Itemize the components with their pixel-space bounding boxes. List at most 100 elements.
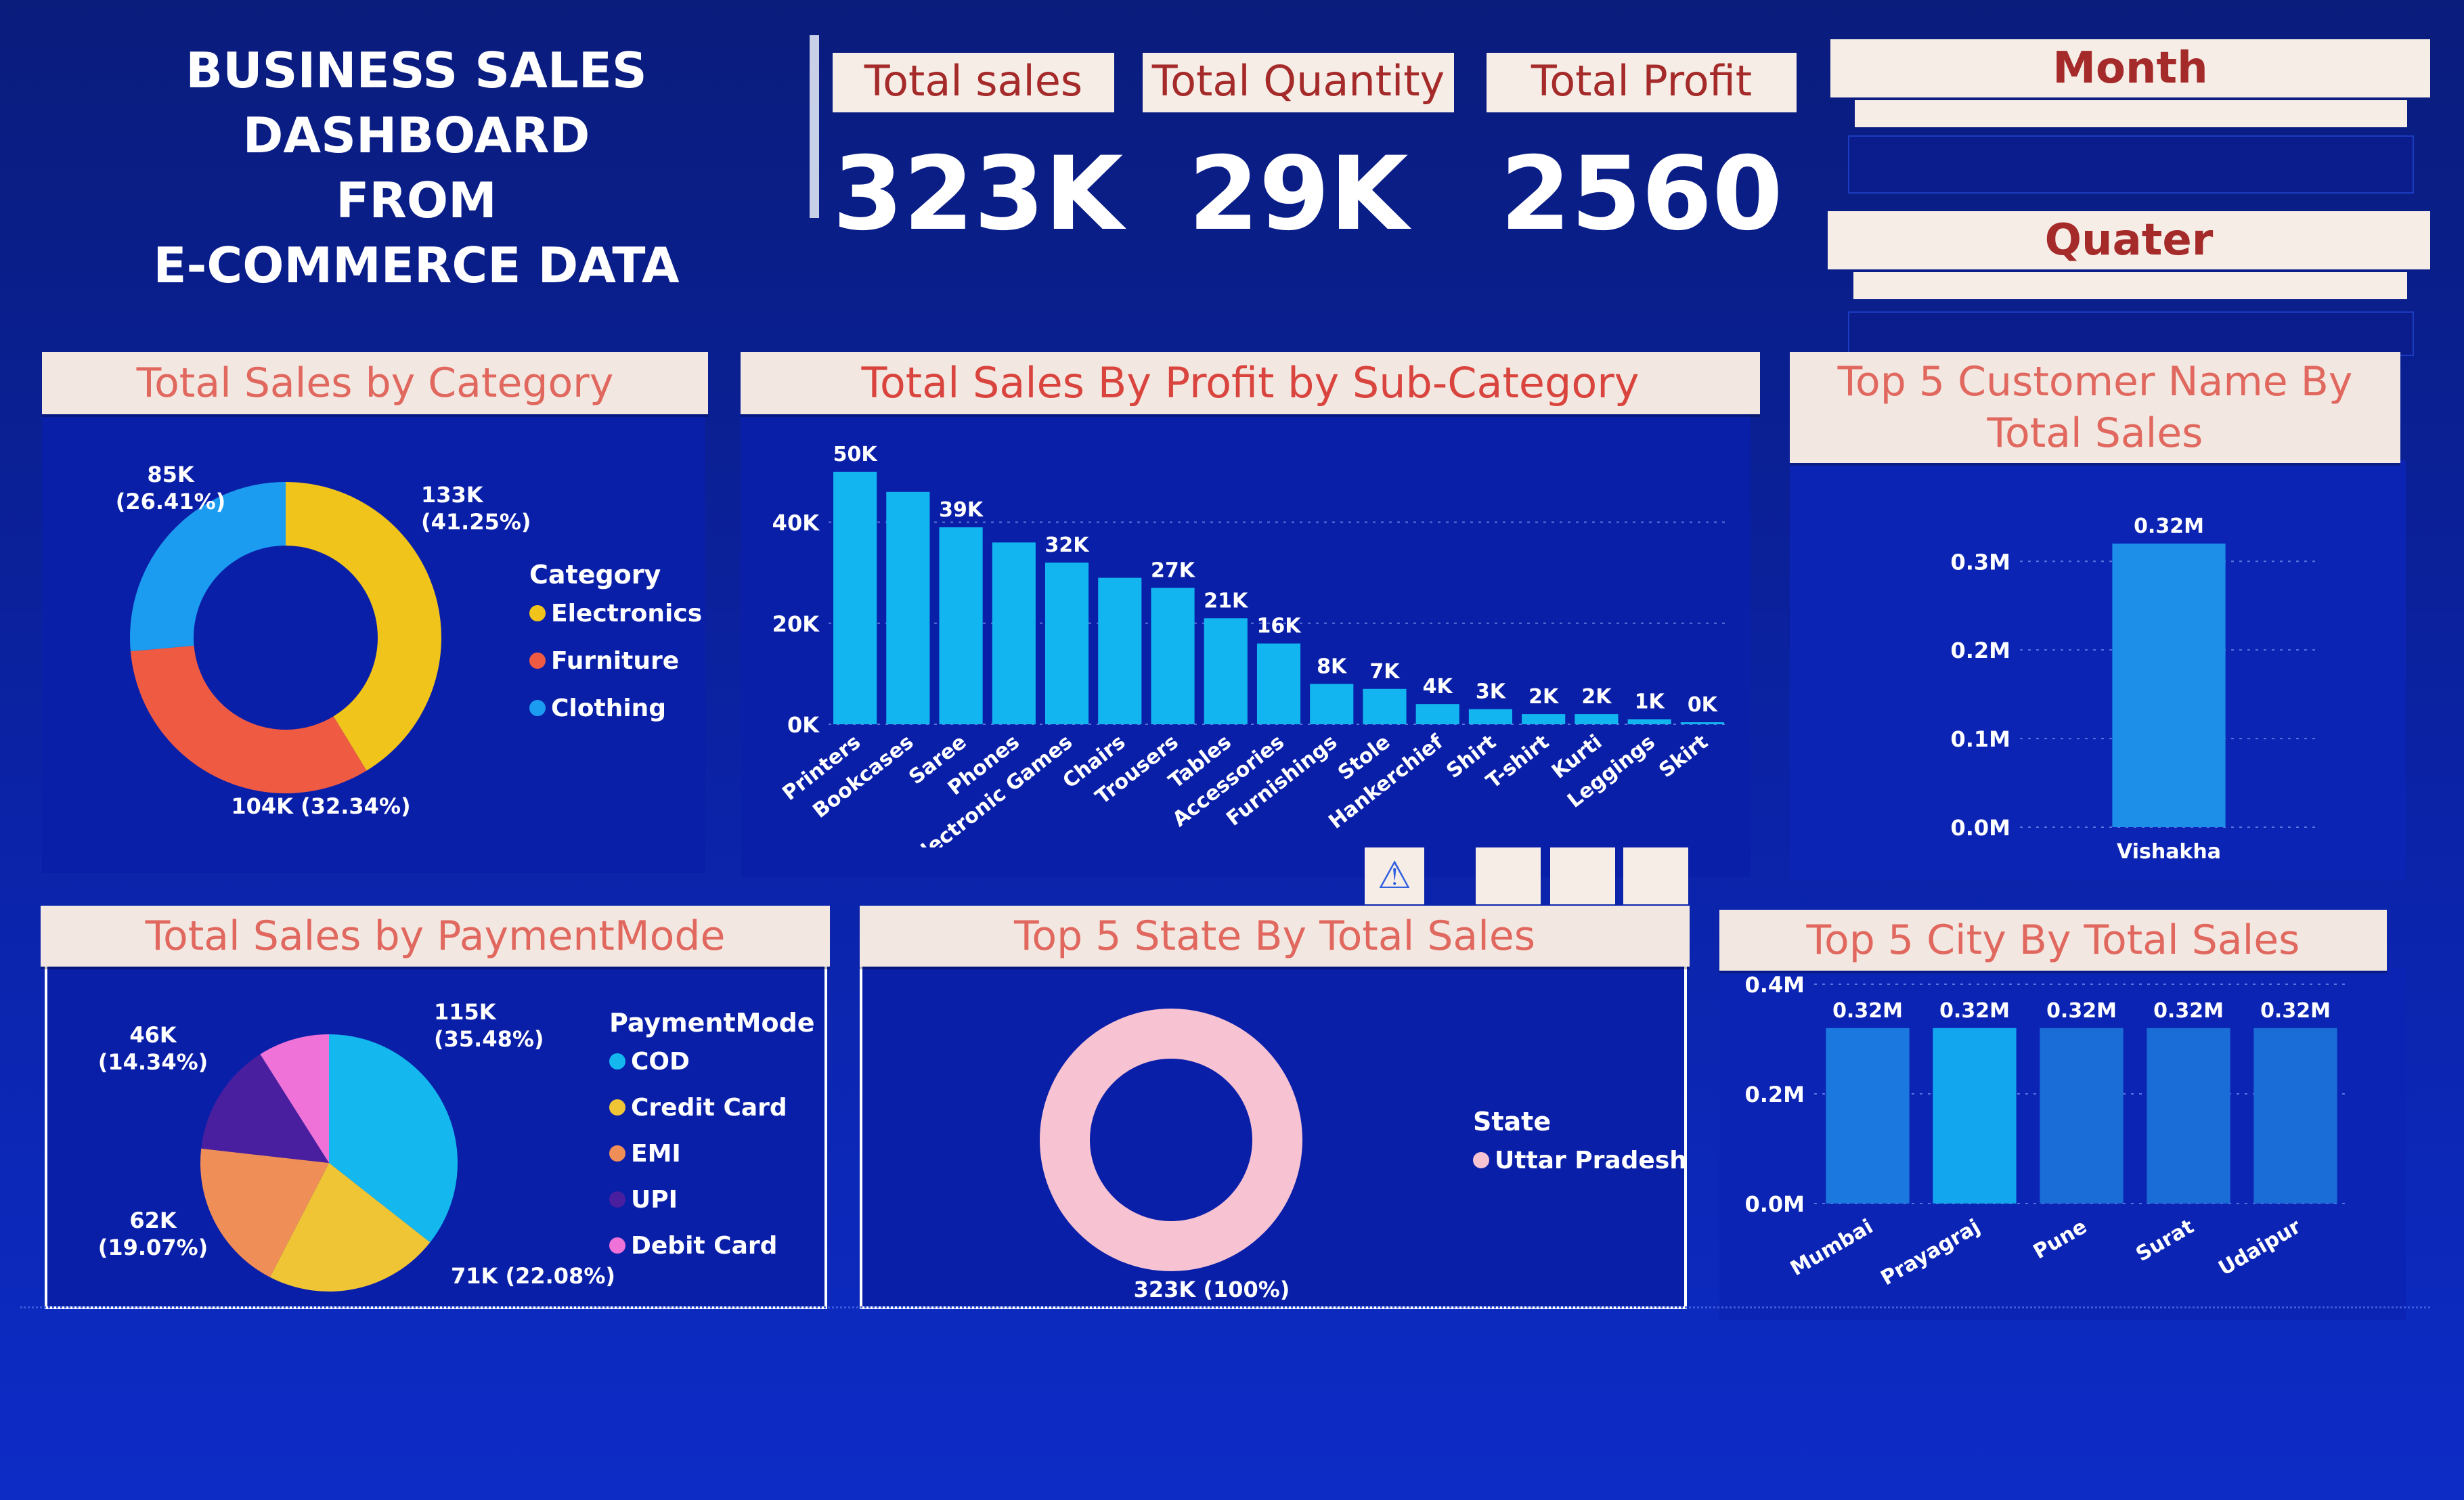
y-tick-label: 0.2M <box>1950 638 2010 663</box>
legend-item: Debit Card <box>631 1232 777 1260</box>
category-donut-chart: 133K(41.25%) 104K (32.34%) 85K(26.41%) Cate… <box>116 462 702 819</box>
customers-chart-title: Top 5 Customer Name By Total Sales <box>1790 352 2400 463</box>
bar-tables <box>1204 618 1248 724</box>
y-tick-label: 0.0M <box>1744 1191 1805 1217</box>
quarter-slicer-bar[interactable] <box>1853 272 2407 299</box>
legend-item: Furniture <box>551 647 679 675</box>
y-tick-label: 0.1M <box>1950 726 2010 752</box>
title-divider <box>810 35 819 218</box>
y-tick-label: 40K <box>772 510 820 536</box>
data-label: 7K <box>1369 660 1401 684</box>
data-label: 50K <box>833 443 879 466</box>
kpi-label: Total Quantity <box>1143 53 1454 112</box>
month-slicer-bar[interactable] <box>1855 100 2407 127</box>
kpi-value: 323K <box>833 135 1124 253</box>
legend-marker <box>529 605 546 621</box>
x-category-label: Udaipur <box>2214 1215 2305 1281</box>
pie-slice-clothing <box>130 482 286 652</box>
bar-vishakha <box>2112 544 2226 827</box>
bar-skirt <box>1680 722 1724 724</box>
y-tick-label: 0.4M <box>1744 972 1805 998</box>
customers-title-line-1: Top 5 Customer Name By <box>1837 358 2353 405</box>
y-tick-label: 0.2M <box>1744 1082 1805 1107</box>
data-label: 16K <box>1257 615 1302 638</box>
data-label: 115K <box>434 999 497 1025</box>
data-label: 2K <box>1528 685 1560 709</box>
data-label: 0.32M <box>2046 999 2117 1023</box>
quarter-slicer-header: Quater <box>1828 211 2430 269</box>
city-bar-chart: 0.0M 0.2M 0.4M 0.32M Mumbai 0.32M Prayagraj 0.3… <box>1744 972 2349 1290</box>
subcategory-bar-chart: 0K20K40K50KPrintersBookcases39KSareePhon… <box>772 443 1729 847</box>
data-label-percent: (26.41%) <box>116 489 226 514</box>
legend-item: Credit Card <box>631 1094 787 1122</box>
x-category-label: Vishakha <box>2117 840 2221 864</box>
canvas-baseline <box>20 1306 2430 1310</box>
customers-panel <box>1790 460 2406 880</box>
data-label: 0.32M <box>2260 999 2331 1023</box>
title-line-3: E-COMMERCE DATA <box>153 237 680 294</box>
data-label: 0.32M <box>2134 514 2204 538</box>
data-label: 46K <box>129 1022 177 1048</box>
bar-chairs <box>1098 577 1142 724</box>
bar-printers <box>833 471 877 724</box>
data-label: 71K (22.08%) <box>451 1263 615 1289</box>
data-label: 0.32M <box>1939 999 2010 1023</box>
bar-shirt <box>1468 709 1513 724</box>
legend-title: PaymentMode <box>609 1008 815 1038</box>
customers-bar-chart: 0.0M 0.1M 0.2M 0.3M 0.32M Vishakha <box>1950 514 2318 864</box>
data-label-percent: (19.07%) <box>98 1235 208 1260</box>
legend-marker <box>609 1145 625 1162</box>
toolbar-button[interactable] <box>1550 847 1615 904</box>
data-label-percent: (14.34%) <box>98 1049 208 1075</box>
legend-item: EMI <box>631 1140 681 1168</box>
data-label: 32K <box>1045 533 1091 557</box>
bar-hankerchief <box>1415 704 1459 724</box>
pie-slice-emi <box>200 1148 329 1277</box>
kpi-value: 2560 <box>1500 135 1783 253</box>
pie-slice-cod <box>329 1034 458 1243</box>
quarter-dropdown[interactable] <box>1848 311 2414 356</box>
y-tick-label: 20K <box>772 611 820 637</box>
data-label: 85K <box>147 462 195 487</box>
legend-marker <box>529 700 546 716</box>
legend-marker <box>609 1053 625 1069</box>
pie-slice-credit-card <box>269 1163 431 1292</box>
toolbar-button[interactable] <box>1623 847 1688 904</box>
bar-mumbai <box>1826 1028 1910 1204</box>
legend-title: State <box>1473 1107 1551 1137</box>
legend-item: Uttar Pradesh <box>1495 1147 1687 1174</box>
legend-item: UPI <box>631 1186 678 1214</box>
bar-furnishings <box>1310 684 1354 724</box>
bar-leggings <box>1627 719 1671 724</box>
bar-prayagraj <box>1933 1028 2017 1204</box>
legend-marker <box>609 1191 625 1208</box>
customers-title-line-2: Total Sales <box>1987 410 2203 457</box>
warning-icon[interactable]: ⚠ <box>1365 847 1424 904</box>
payment-chart-title: Total Sales by PaymentMode <box>41 906 830 967</box>
bar-electronic-games <box>1044 562 1089 724</box>
kpi-value: 29K <box>1188 135 1409 253</box>
bar-trousers <box>1151 588 1195 724</box>
payment-pie-chart: 115K(35.48%) 71K (22.08%) 62K(19.07%) 46K(1… <box>98 999 815 1292</box>
bar-bookcases <box>886 491 930 724</box>
kpi-label: Total Profit <box>1487 53 1797 112</box>
bar-kurti <box>1575 714 1619 724</box>
month-dropdown[interactable] <box>1848 135 2414 194</box>
pie-slice-furniture <box>130 645 367 793</box>
y-tick-label: 0.0M <box>1950 815 2010 841</box>
month-slicer-header: Month <box>1830 39 2430 97</box>
legend-marker <box>609 1237 625 1254</box>
bar-phones <box>992 542 1036 724</box>
pie-slice-upi <box>201 1054 329 1163</box>
title-line-2: FROM <box>336 172 497 229</box>
bar-udaipur <box>2253 1028 2337 1204</box>
data-label: 0K <box>1688 693 1719 717</box>
title-line-1: BUSINESS SALES DASHBOARD <box>185 42 647 164</box>
toolbar-button[interactable] <box>1476 847 1541 904</box>
data-label: 0.32M <box>1832 999 1903 1023</box>
bar-stole <box>1363 688 1407 724</box>
city-chart-title: Top 5 City By Total Sales <box>1719 910 2387 971</box>
x-category-label: Pune <box>2029 1215 2091 1264</box>
y-tick-label: 0.3M <box>1950 549 2010 575</box>
